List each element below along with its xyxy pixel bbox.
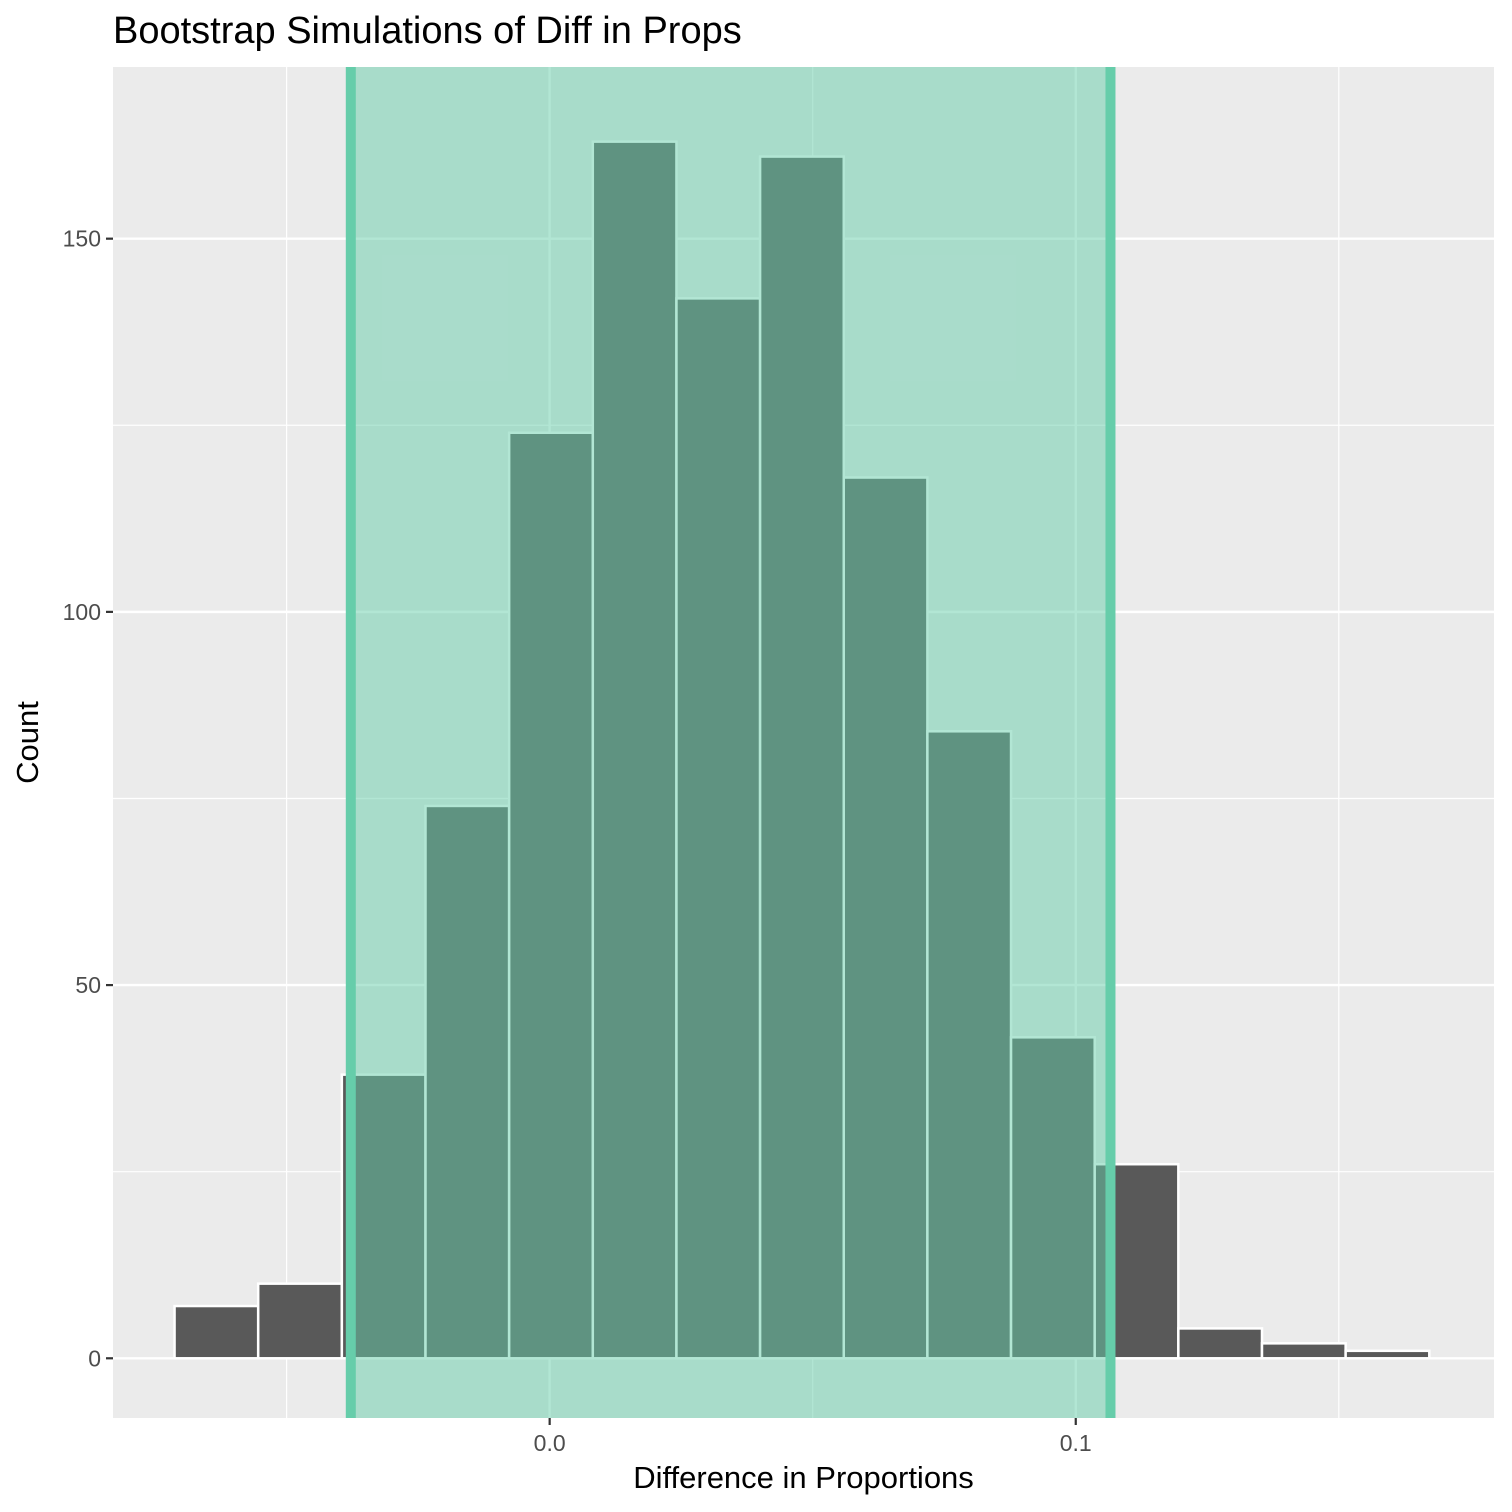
chart-title: Bootstrap Simulations of Diff in Props (113, 10, 742, 52)
y-tick-label: 50 (75, 972, 101, 998)
y-tick-label: 100 (63, 599, 101, 625)
histogram-bar (173, 1304, 260, 1360)
x-axis-title: Difference in Proportions (633, 1460, 974, 1495)
x-tick-label: 0.0 (534, 1430, 566, 1456)
confidence-interval-band (345, 67, 1116, 1418)
y-tick-label: 150 (63, 226, 101, 252)
ci-shaded-region (350, 67, 1111, 1418)
y-tick-label: 0 (88, 1345, 101, 1371)
histogram-bar (1177, 1327, 1264, 1360)
x-tick-label: 0.1 (1060, 1430, 1092, 1456)
histogram-bar (256, 1282, 344, 1360)
histogram-bar (1344, 1349, 1431, 1360)
axes: 0.0 0.1 0 50 100 150 (63, 226, 1092, 1456)
histogram-bar (1260, 1342, 1347, 1360)
y-axis-title: Count (10, 701, 45, 784)
